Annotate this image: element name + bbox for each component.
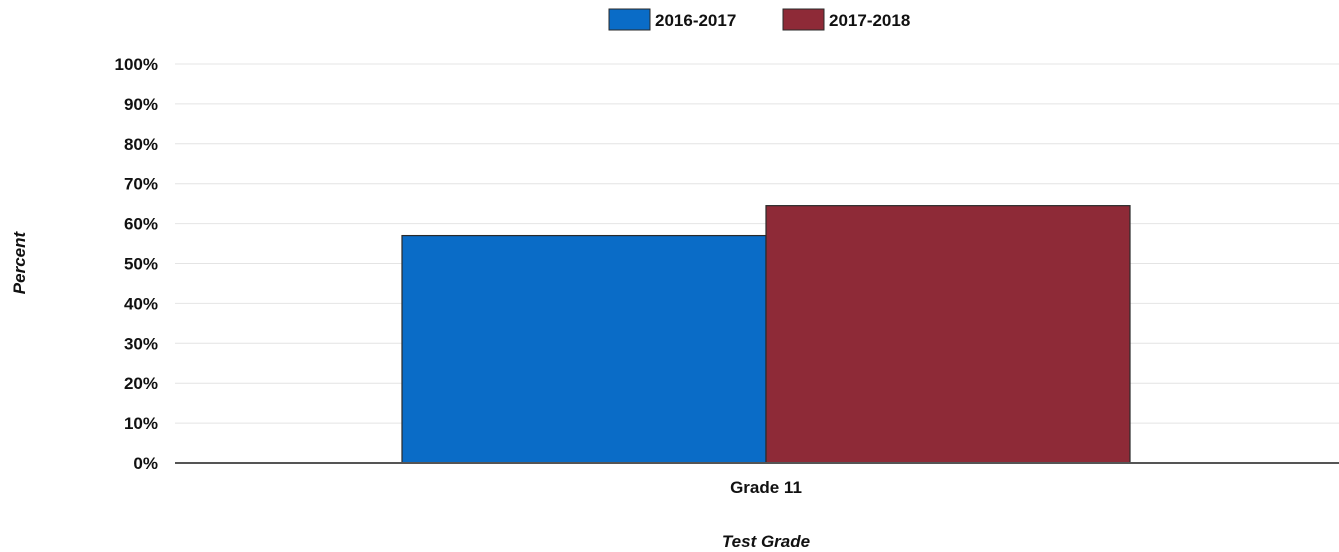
legend-item: 2017-2018 xyxy=(782,8,910,31)
y-tick-label: 60% xyxy=(124,215,158,234)
y-tick-label: 30% xyxy=(124,334,158,353)
y-tick-label: 10% xyxy=(124,414,158,433)
y-tick-label: 90% xyxy=(124,95,158,114)
bar-2017-2018-grade-11 xyxy=(765,205,1131,464)
legend-item: 2016-2017 xyxy=(608,8,736,31)
legend-label: 2016-2017 xyxy=(655,11,736,30)
x-axis-title: Test Grade xyxy=(722,532,810,551)
legend: 2016-2017 2017-2018 xyxy=(608,8,910,31)
bar-2016-2017-grade-11 xyxy=(401,234,767,464)
y-axis-ticks: 0% 10% 20% 30% 40% 50% 60% 70% 80% 90% 100% xyxy=(115,55,158,473)
y-tick-label: 50% xyxy=(124,255,158,274)
y-tick-label: 100% xyxy=(115,55,158,74)
legend-label: 2017-2018 xyxy=(829,11,910,30)
y-tick-label: 70% xyxy=(124,175,158,194)
y-tick-label: 20% xyxy=(124,374,158,393)
legend-swatch xyxy=(782,8,825,31)
y-tick-label: 80% xyxy=(124,135,158,154)
bars xyxy=(401,205,1131,464)
y-tick-label: 40% xyxy=(124,294,158,313)
x-axis-ticks: Grade 11 xyxy=(730,478,802,497)
y-tick-label: 0% xyxy=(133,454,158,473)
x-tick-label: Grade 11 xyxy=(730,478,802,497)
legend-swatch xyxy=(608,8,651,31)
y-axis-title: Percent xyxy=(10,230,29,294)
